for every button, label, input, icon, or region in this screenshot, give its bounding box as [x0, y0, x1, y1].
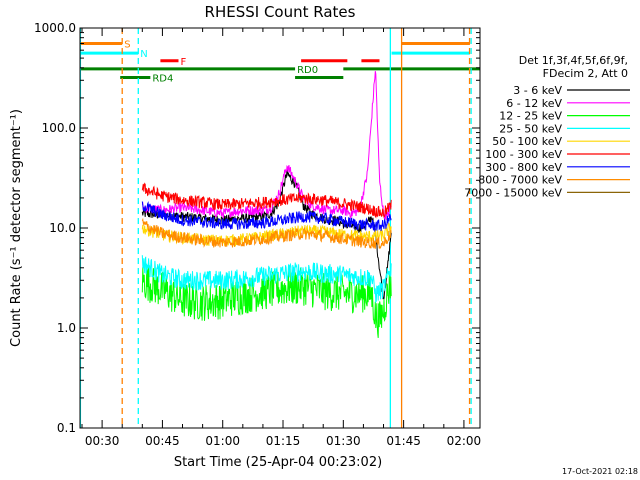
series-lines: [141, 71, 392, 338]
x-tick-label: 01:15: [266, 434, 301, 448]
y-tick-label: 1.0: [57, 321, 76, 335]
legend-entry-label: 50 - 100 keV: [492, 135, 562, 148]
vertical-markers: [80, 28, 472, 428]
series-line: [141, 255, 392, 304]
legend-entry-label: 25 - 50 keV: [499, 122, 562, 135]
series-line: [141, 201, 392, 233]
legend-entry-label: 6 - 12 keV: [506, 97, 562, 110]
legend-title-line-2: FDecim 2, Att 0: [543, 67, 628, 80]
series-line: [141, 182, 392, 219]
state-bar-label: RD4: [152, 73, 173, 84]
y-tick-label: 0.1: [57, 421, 76, 435]
legend-entry-label: 300 - 800 keV: [485, 161, 562, 174]
legend-title-line-1: Det 1f,3f,4f,5f,6f,9f,: [519, 54, 628, 67]
x-tick-label: 02:00: [447, 434, 482, 448]
chart-title: RHESSI Count Rates: [205, 3, 356, 21]
timestamp: 17-Oct-2021 02:18: [562, 467, 638, 476]
legend-entry-label: 7000 - 15000 keV: [464, 186, 562, 199]
x-tick-label: 00:30: [85, 434, 120, 448]
legend-entry-label: 100 - 300 keV: [485, 148, 562, 161]
x-tick-label: 01:30: [326, 434, 361, 448]
y-tick-label: 1000.0: [34, 21, 76, 35]
series-line: [141, 71, 392, 221]
x-axis-label: Start Time (25-Apr-04 00:23:02): [174, 455, 382, 470]
legend-entry-label: 12 - 25 keV: [499, 110, 562, 123]
x-tick-label: 01:00: [205, 434, 240, 448]
y-tick-label: 100.0: [42, 121, 76, 135]
state-bar-label: N: [140, 49, 147, 60]
series-line: [141, 217, 392, 250]
legend-entry-label: 3 - 6 keV: [513, 84, 562, 97]
state-bar-label: S: [124, 39, 130, 50]
x-tick-label: 01:45: [386, 434, 421, 448]
legend: Det 1f,3f,4f,5f,6f,9f, FDecim 2, Att 0 3…: [464, 54, 630, 199]
y-axis: 0.1 1.0 10.0 100.0 1000.0: [34, 21, 480, 435]
legend-entry-label: 800 - 7000 keV: [478, 174, 562, 187]
state-bar-label: RD0: [297, 65, 318, 76]
state-bar-label: F: [180, 57, 186, 68]
x-axis: 00:30 00:45 01:00 01:15 01:30 01:45 02:00: [81, 28, 482, 448]
y-tick-label: 10.0: [49, 221, 76, 235]
y-axis-label: Count Rate (s⁻¹ detector segment⁻¹): [9, 109, 24, 347]
x-tick-label: 00:45: [145, 434, 180, 448]
plot-frame: [79, 27, 481, 429]
state-bars: SN F RD0 RD4: [80, 39, 480, 84]
